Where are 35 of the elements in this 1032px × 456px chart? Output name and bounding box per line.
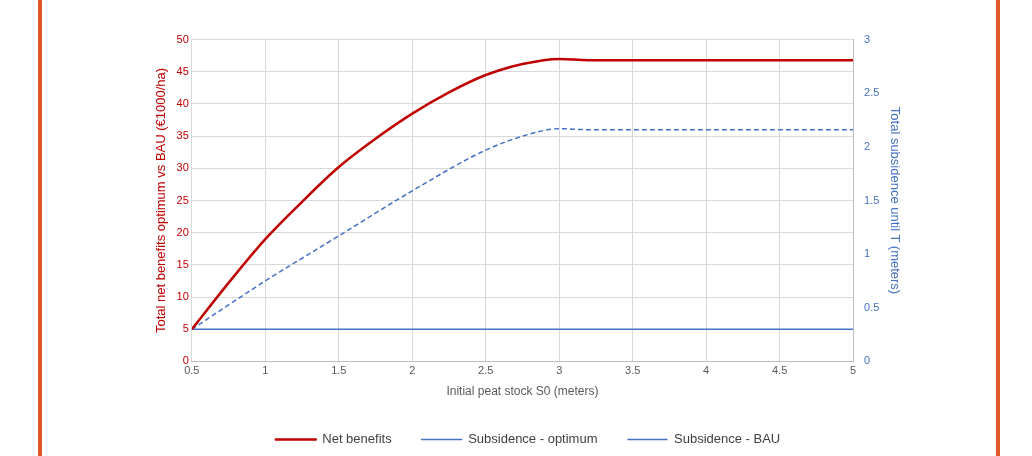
y-tick-label: 30 <box>176 161 189 174</box>
y-tick-label: 45 <box>176 64 189 77</box>
y-tick-label: 5 <box>182 322 189 335</box>
x-tick-label: 5 <box>850 364 857 377</box>
y-tick-label: 25 <box>176 193 189 206</box>
y2-tick-label: 3 <box>864 32 871 45</box>
x-tick-label: 0.5 <box>184 364 200 377</box>
legend-label: Subsidence - optimum <box>468 431 598 447</box>
y-tick-label: 40 <box>176 96 189 109</box>
y2-tick-label: 2.5 <box>864 86 880 99</box>
y-tick-label: 20 <box>176 225 189 238</box>
y-axis-title: Total net benefits optimum vs BAU (€1000/ha) <box>153 67 169 334</box>
y-tick-label: 35 <box>176 129 189 142</box>
y2-tick-label: 0 <box>864 354 871 367</box>
legend-label: Net benefits <box>322 431 393 447</box>
y2-tick-label: 2 <box>864 139 871 152</box>
x-tick-label: 3 <box>556 364 563 377</box>
y2-tick-label: 1.5 <box>864 193 880 206</box>
y2-tick-label: 0.5 <box>864 300 880 313</box>
x-tick-label: 2.5 <box>478 364 494 377</box>
y-tick-label: 15 <box>176 257 189 270</box>
x-tick-label: 1 <box>262 364 269 377</box>
legend-label: Subsidence - BAU <box>674 431 781 447</box>
x-tick-label: 4.5 <box>771 364 788 377</box>
x-tick-label: 1.5 <box>331 364 347 377</box>
y-tick-label: 10 <box>176 290 189 303</box>
x-axis-title: Initial peat stock S0 (meters) <box>446 384 599 399</box>
y2-axis-title: Total subsidence until T (meters) <box>887 106 903 295</box>
y-tick-label: 0 <box>182 354 189 367</box>
y2-tick-label: 1 <box>864 247 871 260</box>
x-tick-label: 2 <box>409 364 416 377</box>
x-tick-label: 3.5 <box>625 364 641 377</box>
y-tick-label: 50 <box>176 32 189 45</box>
x-tick-label: 4 <box>703 364 710 377</box>
line-series <box>191 57 854 331</box>
